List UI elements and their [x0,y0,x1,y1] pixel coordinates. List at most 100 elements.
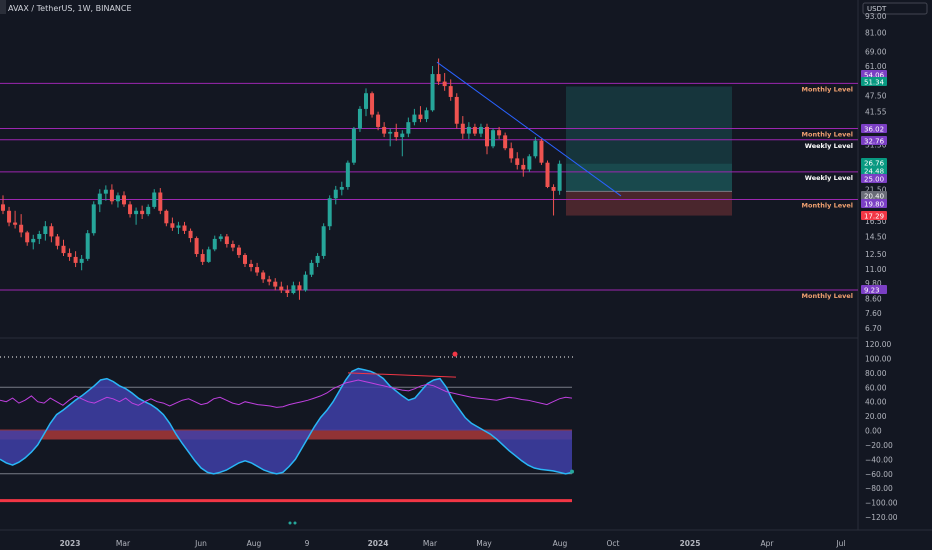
candle-body[interactable] [448,86,453,97]
candle-body[interactable] [128,204,133,215]
candle-body[interactable] [79,258,84,263]
candle-body[interactable] [485,126,489,147]
currency-selector[interactable] [862,2,928,15]
candle-body[interactable] [103,189,108,194]
candle-body[interactable] [406,122,411,134]
osc-rsi-line[interactable] [0,379,573,408]
candle-body[interactable] [309,262,314,275]
stop-zone[interactable] [566,191,732,216]
candle-body[interactable] [206,249,211,262]
candle-body[interactable] [91,204,96,234]
candle-body[interactable] [436,74,441,82]
candle-body[interactable] [297,285,302,291]
candle-body[interactable] [170,223,175,228]
candle-body[interactable] [557,163,562,191]
candle-body[interactable] [400,133,405,138]
candle-body[interactable] [158,192,163,211]
candle-body[interactable] [55,236,60,246]
candle-body[interactable] [109,189,114,202]
candle-body[interactable] [115,195,120,202]
candle-body[interactable] [249,263,254,268]
candle-body[interactable] [551,186,556,191]
candle-body[interactable] [327,198,332,227]
osc-tick-label: 80.00 [865,369,887,378]
candle-body[interactable] [194,238,199,255]
candle-body[interactable] [31,238,36,243]
candle-body[interactable] [230,244,235,248]
candle-body[interactable] [49,226,54,237]
candle-body[interactable] [73,256,78,263]
candle-body[interactable] [351,128,356,163]
candle-body[interactable] [7,210,12,223]
candle-body[interactable] [67,253,72,257]
candle-body[interactable] [345,162,350,187]
candle-body[interactable] [176,225,181,228]
candle-body[interactable] [200,254,205,262]
candle-body[interactable] [478,126,483,134]
candle-body[interactable] [466,126,471,134]
candle-body[interactable] [376,114,381,127]
candle-body[interactable] [370,93,375,115]
candle-body[interactable] [140,210,145,215]
candle-body[interactable] [442,81,447,87]
candle-body[interactable] [533,140,538,157]
candle-body[interactable] [333,189,338,199]
candle-body[interactable] [122,195,126,205]
candle-body[interactable] [243,254,247,264]
candle-body[interactable] [97,193,102,205]
candle-body[interactable] [218,236,223,239]
candle-body[interactable] [388,131,393,134]
candle-body[interactable] [19,224,24,233]
candle-body[interactable] [152,192,157,207]
candle-body[interactable] [273,281,278,287]
candle-body[interactable] [454,96,459,124]
candle-body[interactable] [515,158,520,165]
target-zone[interactable] [566,86,732,192]
candle-body[interactable] [212,238,217,250]
candle-body[interactable] [13,222,18,225]
candle-body[interactable] [291,285,296,293]
candle-body[interactable] [182,225,187,231]
candle-body[interactable] [37,234,42,239]
candle-body[interactable] [382,126,387,134]
candle-body[interactable] [364,93,368,109]
candle-body[interactable] [188,230,193,239]
candle-body[interactable] [430,74,435,111]
candle-body[interactable] [224,236,229,245]
osc-wave-line[interactable] [0,367,573,475]
candle-body[interactable] [394,131,399,138]
candle-body[interactable] [236,247,241,255]
candle-body[interactable] [357,108,362,129]
candle-body[interactable] [321,226,326,256]
candle-body[interactable] [255,267,260,273]
candle-body[interactable] [315,255,320,263]
candle-body[interactable] [491,130,496,147]
candle-body[interactable] [460,123,465,134]
candle-body[interactable] [521,164,526,170]
candle-body[interactable] [472,126,477,134]
candle-body[interactable] [279,286,284,291]
candle-body[interactable] [503,135,508,149]
candle-body[interactable] [545,162,550,187]
candle-body[interactable] [85,233,90,259]
candle-body[interactable] [527,156,532,170]
candle-body[interactable] [267,279,272,282]
candle-body[interactable] [497,130,502,136]
candle-body[interactable] [1,204,5,211]
candle-body[interactable] [303,274,308,291]
candle-body[interactable] [164,210,169,224]
candle-body[interactable] [509,148,514,159]
candle-body[interactable] [424,110,429,120]
candle-body[interactable] [285,290,290,293]
candle-body[interactable] [61,245,66,254]
trendline[interactable] [436,61,622,197]
candle-body[interactable] [418,114,423,120]
candle-body[interactable] [146,206,151,215]
candle-body[interactable] [339,186,344,190]
candle-body[interactable] [261,272,266,280]
candle-body[interactable] [134,210,139,215]
candle-body[interactable] [25,232,30,243]
candle-body[interactable] [43,226,48,235]
candle-body[interactable] [412,114,417,123]
candle-body[interactable] [539,140,544,163]
